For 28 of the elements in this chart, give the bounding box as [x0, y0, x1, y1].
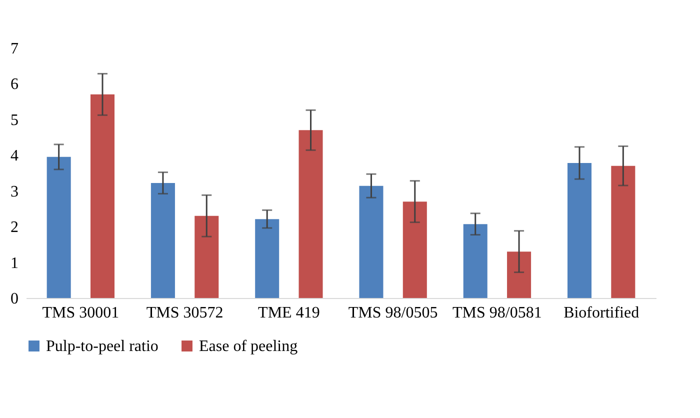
y-tick-label: 1: [10, 254, 18, 272]
bar: [46, 156, 71, 298]
x-tick-label: TMS 30001: [42, 304, 120, 322]
bar: [150, 183, 175, 298]
legend-label: Ease of peeling: [199, 338, 298, 355]
bar: [567, 163, 592, 298]
bar: [359, 186, 384, 298]
bar: [194, 216, 219, 298]
legend-label: Pulp-to-peel ratio: [46, 338, 158, 355]
y-tick-label: 0: [10, 290, 18, 308]
y-tick-label: 2: [10, 219, 18, 236]
bar: [255, 219, 280, 298]
bar: [90, 94, 115, 298]
bar: [298, 130, 323, 298]
y-tick-label: 6: [10, 76, 18, 94]
x-tick-label: TMS 30572: [146, 304, 224, 322]
x-tick-label: TMS 98/0581: [452, 304, 542, 322]
x-tick-label: TME 419: [258, 304, 320, 322]
y-tick-label: 7: [10, 40, 18, 58]
bar: [463, 224, 488, 298]
bar: [507, 252, 532, 298]
bar: [611, 166, 636, 298]
bar: [402, 202, 427, 298]
x-tick-label: Biofortified: [564, 304, 640, 322]
y-tick-label: 3: [10, 183, 18, 200]
y-tick-label: 5: [10, 112, 18, 129]
y-tick-label: 4: [10, 148, 18, 165]
x-tick-label: TMS 98/0505: [348, 304, 438, 322]
